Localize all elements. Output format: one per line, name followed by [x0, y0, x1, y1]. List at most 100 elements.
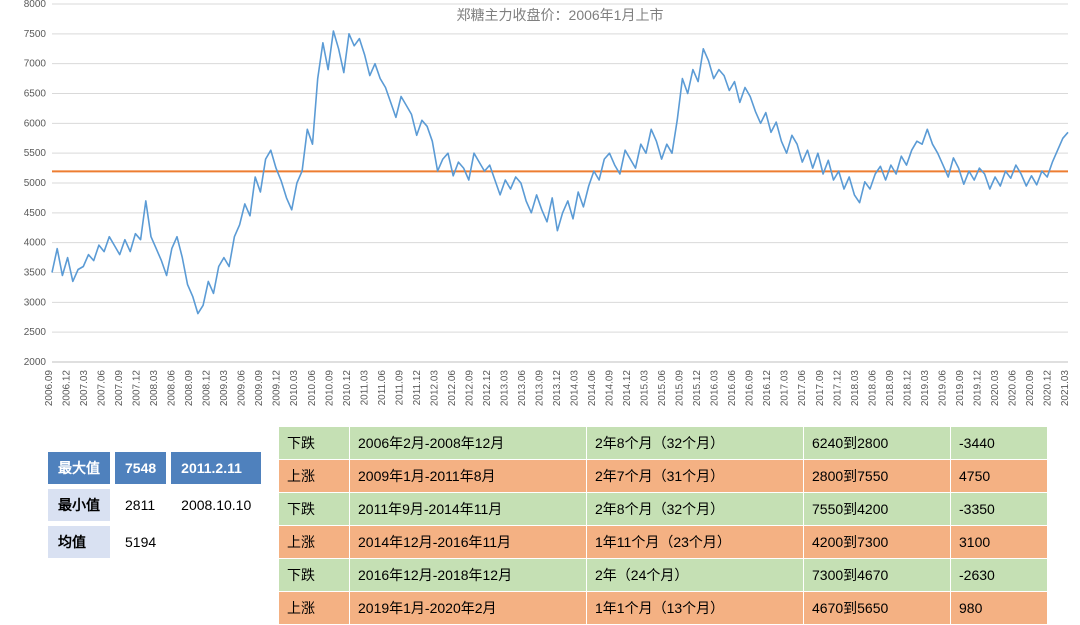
svg-text:2020.03: 2020.03: [990, 370, 1001, 407]
svg-text:2019.09: 2019.09: [955, 370, 966, 407]
period-dir: 下跌: [279, 427, 350, 460]
svg-text:8000: 8000: [24, 0, 47, 10]
period-range: 2019年1月-2020年2月: [350, 592, 587, 625]
period-price: 6240到2800: [804, 427, 951, 460]
svg-text:2010.06: 2010.06: [307, 370, 318, 407]
period-dir: 上涨: [279, 592, 350, 625]
svg-text:2014.12: 2014.12: [622, 370, 633, 407]
stats-value: 2811: [114, 488, 167, 522]
svg-text:2007.06: 2007.06: [97, 370, 108, 407]
svg-text:2014.06: 2014.06: [587, 370, 598, 407]
svg-text:2011.06: 2011.06: [377, 370, 388, 406]
period-price: 2800到7550: [804, 460, 951, 493]
svg-text:2017.12: 2017.12: [832, 370, 843, 407]
svg-text:2011.03: 2011.03: [359, 370, 370, 406]
stats-row: 最小值28112008.10.10: [47, 488, 262, 522]
stats-row: 最大值75482011.2.11: [47, 451, 262, 485]
svg-text:2008.06: 2008.06: [167, 370, 178, 407]
period-dir: 上涨: [279, 526, 350, 559]
period-dur: 1年1个月（13个月）: [587, 592, 804, 625]
stats-date: 2008.10.10: [170, 488, 262, 522]
svg-text:2018.09: 2018.09: [885, 370, 896, 407]
svg-text:2016.03: 2016.03: [710, 370, 721, 407]
period-chg: -2630: [951, 559, 1048, 592]
period-dir: 下跌: [279, 493, 350, 526]
period-range: 2009年1月-2011年8月: [350, 460, 587, 493]
svg-text:2018.03: 2018.03: [850, 370, 861, 407]
svg-text:2009.09: 2009.09: [254, 370, 265, 407]
period-chg: -3350: [951, 493, 1048, 526]
svg-text:郑糖主力收盘价：2006年1月上市: 郑糖主力收盘价：2006年1月上市: [457, 7, 664, 23]
svg-text:2019.06: 2019.06: [937, 370, 948, 407]
svg-text:2020.09: 2020.09: [1025, 370, 1036, 407]
svg-text:2013.03: 2013.03: [499, 370, 510, 407]
period-row: 下跌2016年12月-2018年12月2年（24个月）7300到4670-263…: [279, 559, 1048, 592]
svg-text:2008.03: 2008.03: [149, 370, 160, 407]
period-price: 7550到4200: [804, 493, 951, 526]
svg-text:2015.06: 2015.06: [657, 370, 668, 407]
svg-text:2019.03: 2019.03: [920, 370, 931, 407]
svg-text:4000: 4000: [24, 238, 47, 249]
period-chg: 3100: [951, 526, 1048, 559]
svg-text:2019.12: 2019.12: [972, 370, 983, 407]
svg-text:2012.06: 2012.06: [447, 370, 458, 407]
stats-label: 最小值: [47, 488, 111, 522]
svg-text:3000: 3000: [24, 297, 47, 308]
svg-text:2009.06: 2009.06: [237, 370, 248, 407]
stats-row: 均值5194: [47, 525, 262, 559]
svg-text:2010.09: 2010.09: [324, 370, 335, 407]
svg-text:2008.09: 2008.09: [184, 370, 195, 407]
svg-text:2000: 2000: [24, 357, 47, 368]
svg-text:4500: 4500: [24, 208, 47, 219]
svg-text:2007.03: 2007.03: [79, 370, 90, 407]
period-range: 2016年12月-2018年12月: [350, 559, 587, 592]
svg-text:2016.09: 2016.09: [745, 370, 756, 407]
svg-text:2020.12: 2020.12: [1042, 370, 1053, 407]
svg-text:6000: 6000: [24, 118, 47, 129]
period-dur: 1年11个月（23个月）: [587, 526, 804, 559]
svg-text:2500: 2500: [24, 327, 47, 338]
period-row: 上涨2014年12月-2016年11月1年11个月（23个月）4200到7300…: [279, 526, 1048, 559]
period-row: 上涨2019年1月-2020年2月1年1个月（13个月）4670到5650980: [279, 592, 1048, 625]
period-row: 下跌2011年9月-2014年11月2年8个月（32个月）7550到4200-3…: [279, 493, 1048, 526]
period-chg: 980: [951, 592, 1048, 625]
stats-label: 均值: [47, 525, 111, 559]
svg-text:2007.12: 2007.12: [132, 370, 143, 407]
period-chg: -3440: [951, 427, 1048, 460]
svg-text:2013.09: 2013.09: [534, 370, 545, 407]
svg-text:7500: 7500: [24, 29, 47, 40]
svg-text:2015.12: 2015.12: [692, 370, 703, 407]
svg-text:2012.12: 2012.12: [482, 370, 493, 407]
svg-text:2007.09: 2007.09: [114, 370, 125, 407]
period-dir: 下跌: [279, 559, 350, 592]
svg-text:2008.12: 2008.12: [202, 370, 213, 407]
svg-text:2009.12: 2009.12: [272, 370, 283, 407]
period-row: 上涨2009年1月-2011年8月2年7个月（31个月）2800到7550475…: [279, 460, 1048, 493]
svg-text:2021.03: 2021.03: [1060, 370, 1071, 407]
period-range: 2006年2月-2008年12月: [350, 427, 587, 460]
period-dir: 上涨: [279, 460, 350, 493]
svg-text:3500: 3500: [24, 268, 47, 279]
period-row: 下跌2006年2月-2008年12月2年8个月（32个月）6240到2800-3…: [279, 427, 1048, 460]
period-price: 4200到7300: [804, 526, 951, 559]
stats-value: 7548: [114, 451, 167, 485]
periods-table: 下跌2006年2月-2008年12月2年8个月（32个月）6240到2800-3…: [278, 426, 1048, 625]
svg-text:6500: 6500: [24, 89, 47, 100]
svg-text:2011.12: 2011.12: [412, 370, 423, 406]
svg-text:2016.06: 2016.06: [727, 370, 738, 407]
svg-text:2014.09: 2014.09: [605, 370, 616, 407]
svg-text:2006.12: 2006.12: [62, 370, 73, 407]
svg-text:7000: 7000: [24, 59, 47, 70]
svg-text:5000: 5000: [24, 178, 47, 189]
svg-text:5500: 5500: [24, 148, 47, 159]
period-range: 2011年9月-2014年11月: [350, 493, 587, 526]
svg-text:2013.06: 2013.06: [517, 370, 528, 407]
svg-text:2017.03: 2017.03: [780, 370, 791, 407]
stats-date: 2011.2.11: [170, 451, 262, 485]
stats-table: 最大值75482011.2.11最小值28112008.10.10均值5194: [44, 448, 265, 562]
stats-date: [170, 525, 262, 559]
period-dur: 2年8个月（32个月）: [587, 493, 804, 526]
period-price: 7300到4670: [804, 559, 951, 592]
svg-text:2010.03: 2010.03: [289, 370, 300, 407]
svg-text:2018.12: 2018.12: [902, 370, 913, 407]
